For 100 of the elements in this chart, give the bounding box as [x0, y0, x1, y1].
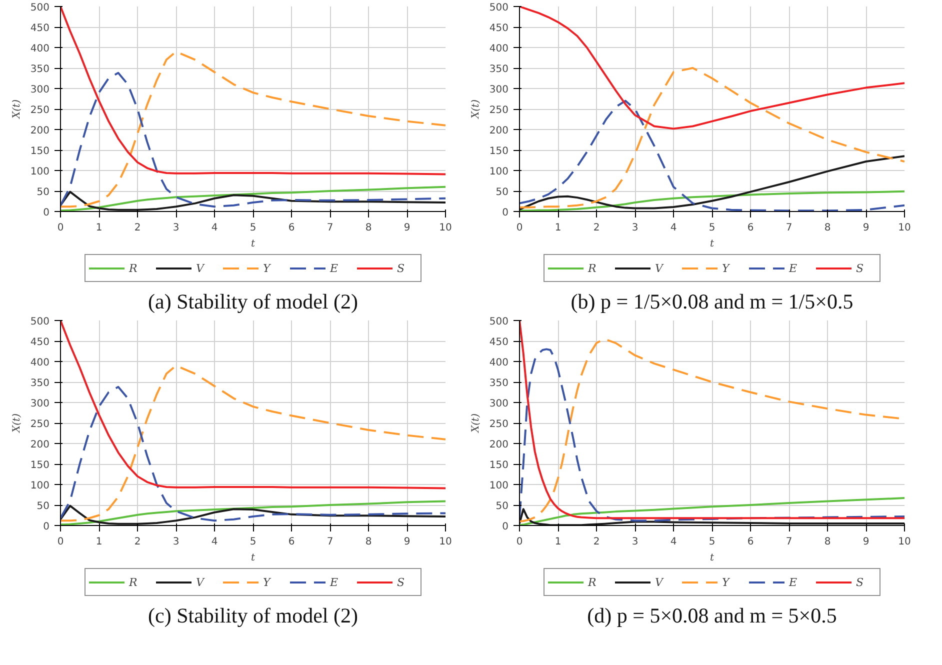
legend-label: E [789, 576, 798, 588]
x-tick-label: 8 [824, 222, 831, 234]
x-tick-label: 3 [172, 222, 180, 234]
line-series [520, 6, 904, 130]
legend-label: E [330, 576, 340, 588]
legend-label: R [129, 576, 138, 588]
y-tick-label: 400 [489, 44, 509, 54]
y-tick-label: 50 [496, 187, 509, 198]
legend-label: S [856, 262, 865, 274]
legend-label: S [397, 262, 406, 274]
text: (c) Stability of model (2) [148, 603, 358, 628]
x-tick-label: 2 [593, 222, 600, 234]
x-tick-label: 2 [134, 222, 141, 234]
y-tick-label: 450 [489, 23, 509, 34]
x-tick-label: 8 [365, 536, 372, 548]
y-tick-label: 0 [43, 208, 50, 218]
x-axis-title: t [250, 238, 256, 250]
y-tick-label: 150 [489, 146, 509, 157]
y-tick-label: 200 [30, 126, 50, 136]
line-series [520, 67, 904, 208]
x-tick-label: 1 [554, 536, 562, 548]
y-tick-label: 350 [30, 64, 50, 75]
x-tick-label: 6 [288, 222, 295, 234]
y-tick-label: 500 [30, 316, 50, 328]
legend-label: V [655, 576, 665, 588]
x-tick-label: 4 [670, 222, 677, 234]
legend-label: E [789, 262, 798, 274]
y-tick-label: 400 [30, 44, 50, 54]
y-tick-label: 250 [489, 105, 509, 116]
y-tick-label: 0 [502, 208, 509, 218]
y-tick-label: 350 [489, 378, 509, 389]
y-axis-title: X(t) [470, 99, 482, 120]
y-tick-label: 350 [30, 378, 50, 389]
x-tick-label: 5 [250, 536, 256, 548]
y-tick-label: 250 [489, 419, 509, 430]
y-tick-label: 300 [489, 84, 509, 96]
x-tick-label: 0 [516, 536, 523, 548]
x-tick-label: 6 [288, 536, 295, 548]
x-tick-label: 8 [824, 536, 831, 548]
y-tick-label: 150 [30, 460, 50, 471]
legend-label: V [196, 262, 206, 274]
line-series [60, 6, 446, 176]
text: (a) Stability of model (2) [148, 289, 358, 314]
line-series [60, 320, 446, 490]
x-tick-label: 7 [786, 222, 792, 234]
x-tick-label: 4 [670, 536, 677, 548]
x-tick-label: 8 [365, 222, 372, 234]
x-tick-label: 3 [632, 222, 638, 234]
legend-label: R [588, 576, 598, 588]
legend-label: Y [263, 262, 272, 274]
x-tick-label: 3 [172, 536, 180, 548]
y-tick-label: 50 [496, 501, 509, 512]
y-tick-label: 400 [489, 358, 509, 368]
x-tick-label: 7 [326, 222, 334, 234]
y-tick-label: 50 [36, 501, 50, 512]
x-tick-label: 4 [211, 536, 218, 548]
x-axis-title: t [710, 238, 715, 250]
y-tick-label: 500 [489, 316, 509, 328]
y-tick-label: 200 [489, 440, 509, 450]
y-tick-label: 100 [489, 166, 509, 178]
y-tick-label: 500 [489, 2, 509, 14]
text: (b) p = 1/5×0.08 and m = 1/5×0.5 [570, 289, 854, 314]
x-tick-label: 6 [747, 536, 754, 548]
y-tick-label: 0 [502, 522, 509, 532]
x-tick-label: 7 [326, 536, 334, 548]
y-tick-label: 450 [30, 337, 50, 348]
text: (d) p = 5×0.08 and m = 5×0.5 [587, 603, 837, 628]
x-tick-label: 2 [134, 536, 141, 548]
legend-label: S [856, 576, 865, 588]
x-tick-label: 1 [554, 222, 562, 234]
x-tick-label: 0 [57, 222, 64, 234]
x-tick-label: 9 [862, 536, 870, 548]
x-tick-label: 7 [786, 536, 792, 548]
x-tick-label: 1 [96, 222, 102, 234]
x-tick-label: 10 [439, 222, 452, 234]
y-tick-label: 300 [30, 398, 50, 410]
x-tick-label: 5 [250, 222, 256, 234]
x-tick-label: 5 [708, 222, 716, 234]
legend-label: E [330, 262, 340, 274]
y-tick-label: 150 [30, 146, 50, 157]
y-tick-label: 250 [30, 419, 50, 430]
x-tick-label: 3 [632, 536, 638, 548]
x-tick-label: 10 [439, 536, 452, 548]
x-tick-label: 9 [404, 536, 410, 548]
legend-label: R [129, 262, 138, 274]
y-tick-label: 200 [489, 126, 509, 136]
legend-label: V [655, 262, 665, 274]
x-tick-label: 2 [593, 536, 600, 548]
x-tick-label: 6 [747, 222, 754, 234]
x-axis-title: t [250, 552, 256, 564]
x-tick-label: 5 [708, 536, 716, 548]
legend-label: Y [722, 576, 732, 588]
legend-label: Y [722, 262, 732, 274]
y-axis-title: X(t) [11, 99, 22, 120]
y-tick-label: 500 [30, 2, 50, 14]
legend-label: V [196, 576, 206, 588]
x-tick-label: 4 [211, 222, 218, 234]
x-tick-label: 1 [96, 536, 102, 548]
x-tick-label: 0 [57, 536, 64, 548]
y-tick-label: 200 [30, 440, 50, 450]
